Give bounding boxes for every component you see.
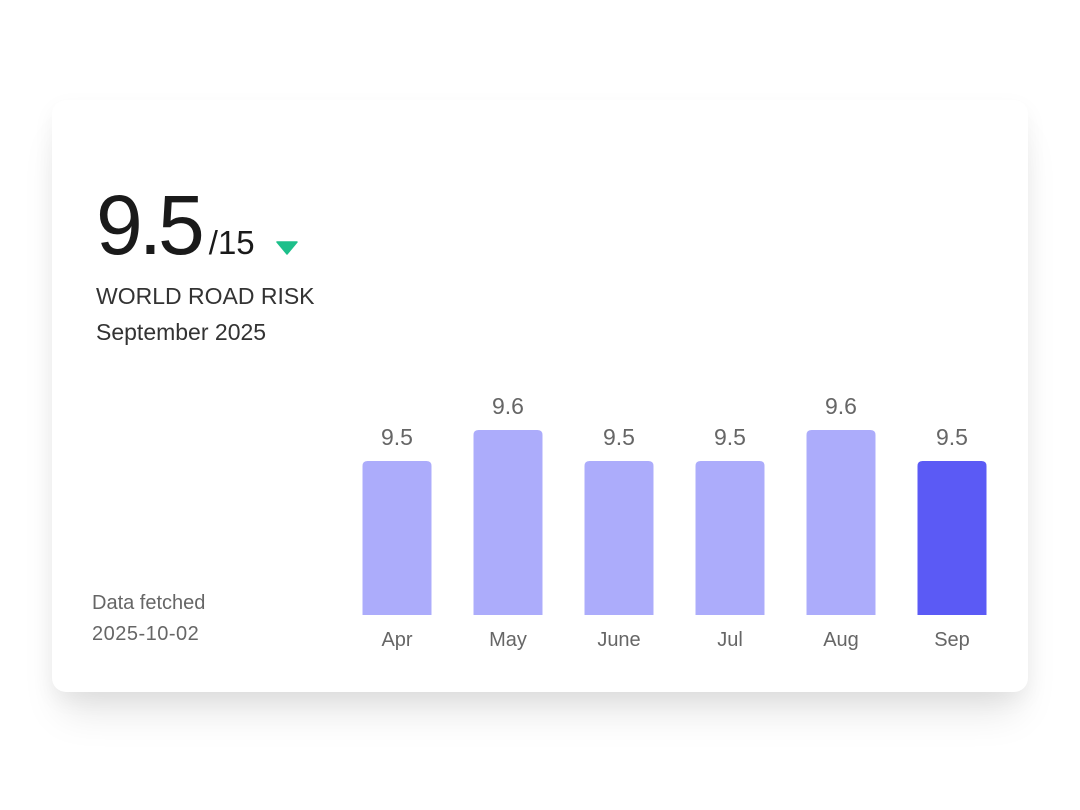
data-fetched-date: 2025-10-02 <box>92 623 200 645</box>
value-label-jul: 9.5 <box>714 424 746 450</box>
bar-jul <box>695 461 765 615</box>
category-label-sep: Sep <box>934 629 970 651</box>
value-label-may: 9.6 <box>492 393 524 419</box>
category-label-aug: Aug <box>823 629 859 651</box>
category-label-jul: Jul <box>717 629 743 651</box>
value-label-sep: 9.5 <box>936 424 968 450</box>
index-name: WORLD ROAD RISK <box>96 283 315 309</box>
bar-aug <box>806 430 876 615</box>
value-label-june: 9.5 <box>603 424 635 450</box>
bar-apr <box>362 461 432 615</box>
road-risk-card: 9.5 /15 WORLD ROAD RISK September 2025 D… <box>52 100 1028 692</box>
category-label-june: June <box>597 629 640 651</box>
score-display: 9.5 /15 <box>96 180 255 270</box>
trend-down-shape <box>276 241 298 255</box>
bar-may <box>473 430 543 615</box>
bar-june <box>584 461 654 615</box>
bar-sep <box>917 461 987 615</box>
category-label-apr: Apr <box>381 629 412 651</box>
score-value: 9.5 <box>96 178 205 272</box>
category-label-may: May <box>489 629 527 651</box>
value-label-aug: 9.6 <box>825 393 857 419</box>
triangle-down-icon <box>276 241 298 255</box>
period-label: September 2025 <box>96 319 267 345</box>
value-label-apr: 9.5 <box>381 424 413 450</box>
data-fetched-label: Data fetched <box>92 592 206 614</box>
bar-chart: 9.5 Apr 9.6 May 9.5 June 9.5 Jul 9.6 Aug 9.5 Sep <box>362 393 987 651</box>
score-max: /15 <box>208 224 255 261</box>
